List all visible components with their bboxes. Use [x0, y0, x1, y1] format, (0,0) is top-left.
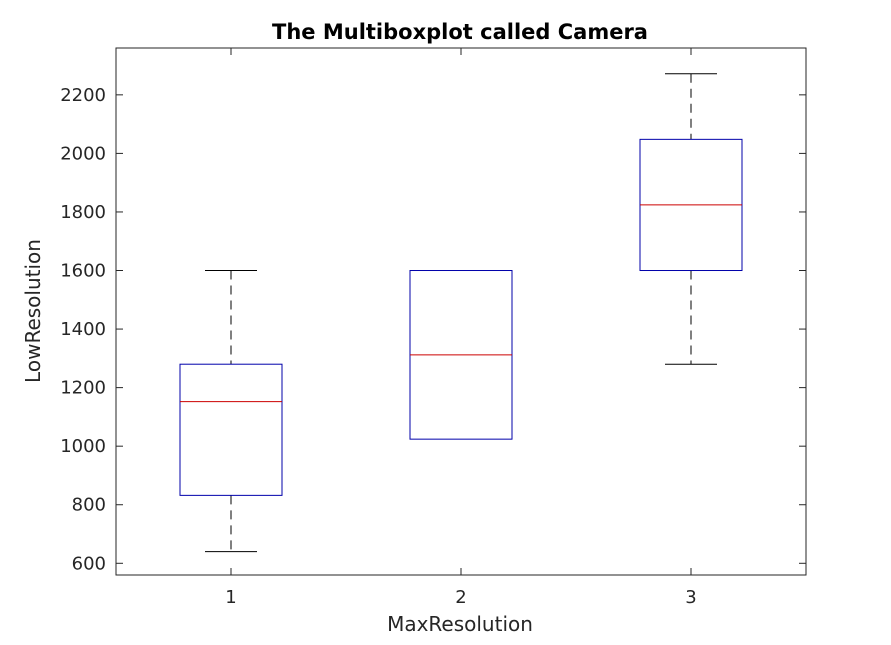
y-tick-label: 1600 — [60, 261, 106, 282]
y-tick-label: 2200 — [60, 85, 106, 106]
plot-frame — [115, 47, 807, 576]
y-tick-label: 600 — [72, 553, 106, 574]
x-tick-label: 3 — [685, 587, 696, 608]
y-tick-label: 1000 — [60, 436, 106, 457]
plot-area: 600 800 1000 1200 1400 1600 1800 2000 2200 1 2 3 — [60, 47, 807, 608]
box-1 — [179, 363, 283, 496]
x-tick-label: 1 — [225, 587, 236, 608]
y-tick-label: 1200 — [60, 378, 106, 399]
x-axis-label: MaxResolution — [387, 612, 533, 636]
y-axis-label: LowResolution — [21, 239, 45, 383]
x-tick-label: 2 — [455, 587, 466, 608]
y-tick-label: 1800 — [60, 202, 106, 223]
y-tick-label: 800 — [72, 495, 106, 516]
y-tick-label: 1400 — [60, 319, 106, 340]
y-tick-label: 2000 — [60, 143, 106, 164]
chart-title: The Multiboxplot called Camera — [272, 20, 648, 44]
